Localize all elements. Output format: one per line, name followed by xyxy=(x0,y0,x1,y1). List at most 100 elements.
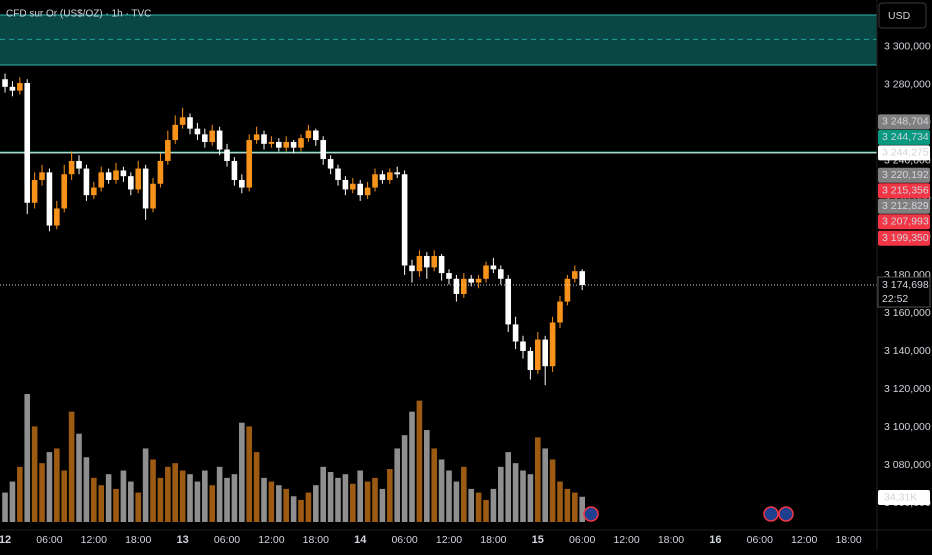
candle-body xyxy=(142,168,149,209)
y-tick-label: 3 080,000 xyxy=(884,459,931,471)
price-label-box xyxy=(878,114,930,130)
candle-body xyxy=(416,255,423,272)
volume-bar xyxy=(172,463,179,522)
candle-body xyxy=(453,278,460,294)
event-flag[interactable] xyxy=(583,506,599,522)
x-tick-label: 12:00 xyxy=(436,534,462,546)
volume-bar xyxy=(505,452,512,522)
volume-bar xyxy=(142,448,149,522)
volume-bar xyxy=(216,466,223,522)
volume-bar xyxy=(372,477,378,522)
volume-bar xyxy=(520,470,526,522)
candle-body xyxy=(98,172,105,188)
volume-bar xyxy=(572,492,578,522)
volume-bar xyxy=(387,469,393,522)
y-tick-label: 3 160,000 xyxy=(884,307,931,319)
candle-body xyxy=(350,183,356,190)
volume-bar xyxy=(239,422,245,522)
volume-bar xyxy=(179,470,186,522)
volume-bar xyxy=(453,481,460,522)
candle-body xyxy=(276,141,282,148)
candle-body xyxy=(31,179,38,203)
candle-body xyxy=(298,138,304,148)
y-tick-label: 3 280,000 xyxy=(884,79,931,91)
candle-body xyxy=(424,255,430,268)
price-label: 3 207,993 xyxy=(882,216,929,228)
candle-body xyxy=(157,160,164,184)
volume-bar xyxy=(290,496,297,522)
candle-body xyxy=(83,168,90,196)
candle-body xyxy=(520,341,526,351)
candle-body xyxy=(468,278,475,283)
event-flag[interactable] xyxy=(778,506,794,522)
candle-body xyxy=(505,278,512,325)
candle-body xyxy=(239,179,245,188)
countdown-label: 22:52 xyxy=(882,293,908,305)
x-tick-label: 06:00 xyxy=(569,534,595,546)
volume-bar xyxy=(268,481,275,522)
volume-bar xyxy=(409,411,415,522)
x-tick-label: 12:00 xyxy=(613,534,639,546)
volume-bar xyxy=(350,483,356,522)
volume-bar xyxy=(394,448,401,522)
price-label-box xyxy=(878,230,930,246)
candle-body xyxy=(135,168,142,190)
volume-bar xyxy=(527,474,534,522)
candle-body xyxy=(512,324,519,342)
volume-bar xyxy=(128,481,134,522)
x-tick-label: 13 xyxy=(176,534,188,546)
candle-body xyxy=(2,79,8,87)
x-tick-label: 16 xyxy=(709,534,721,546)
volume-bar xyxy=(483,499,489,522)
candle-body xyxy=(313,130,319,141)
price-label-box xyxy=(878,183,930,199)
x-tick-label: 14 xyxy=(354,534,367,546)
volume-bar xyxy=(17,466,23,522)
volume-bar xyxy=(438,459,445,522)
x-tick-label: 18:00 xyxy=(835,534,861,546)
x-tick-label: 15 xyxy=(532,534,544,546)
volume-label-box xyxy=(878,490,930,505)
candle-body xyxy=(475,278,482,283)
candle-body xyxy=(446,273,452,279)
candle-body xyxy=(290,141,297,148)
candle-body xyxy=(194,128,201,135)
volume-bar xyxy=(150,459,156,522)
price-label-box xyxy=(878,145,930,161)
volume-bar xyxy=(46,452,53,522)
event-flag[interactable] xyxy=(763,506,779,522)
volume-bar xyxy=(579,496,586,522)
x-tick-label: 06:00 xyxy=(36,534,62,546)
volume-bar xyxy=(9,481,16,522)
volume-bar xyxy=(283,488,290,522)
overlay: CFD sur Or (US$/OZ) · 1h · TVC USD 3 174… xyxy=(6,2,931,522)
volume-bar xyxy=(98,485,105,522)
candle-body xyxy=(187,117,193,129)
candle-body xyxy=(17,83,23,91)
y-tick-label: 3 140,000 xyxy=(884,345,931,357)
volume-bar xyxy=(490,488,497,522)
candle-body xyxy=(283,141,290,148)
volume-bar xyxy=(512,463,519,522)
x-tick-label: 12:00 xyxy=(81,534,107,546)
current-price-box xyxy=(877,276,931,308)
x-tick-label: 18:00 xyxy=(480,534,506,546)
volume-bar xyxy=(468,488,475,522)
volume-bar xyxy=(335,477,341,522)
volume-bar xyxy=(113,488,119,522)
x-tick-label: 18:00 xyxy=(658,534,684,546)
candle-body xyxy=(61,174,68,209)
volume-bar xyxy=(83,457,90,522)
price-label: 3 199,350 xyxy=(882,232,929,244)
candle-body xyxy=(113,170,119,180)
volume-bar xyxy=(31,426,38,522)
currency-button[interactable] xyxy=(878,2,927,29)
candle-body xyxy=(202,134,208,142)
volume-bar xyxy=(446,470,452,522)
plot-area xyxy=(0,14,877,522)
candle-body xyxy=(39,172,45,180)
candle-body xyxy=(357,183,364,196)
currency-label[interactable]: USD xyxy=(888,10,911,22)
